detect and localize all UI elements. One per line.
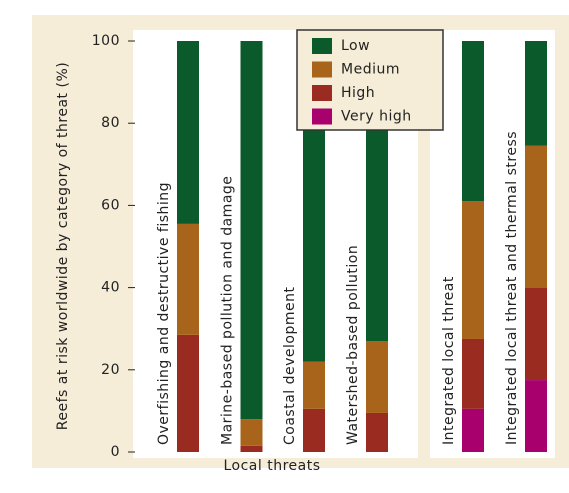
category-label: Marine-based pollution and damage xyxy=(220,176,236,445)
bar-segment xyxy=(525,287,547,381)
bar-segment xyxy=(462,408,484,452)
y-tick-label: 20 xyxy=(101,362,120,378)
y-tick-label: 80 xyxy=(101,115,120,131)
bar-segment xyxy=(525,145,547,288)
bar-segment xyxy=(366,341,388,413)
legend-swatch xyxy=(312,108,332,125)
bar-segment xyxy=(525,41,547,146)
bar-segment xyxy=(177,334,199,452)
category-label: Integrated local threat and thermal stre… xyxy=(504,131,520,445)
category-label: Integrated local threat xyxy=(441,276,457,445)
bar-segment xyxy=(177,223,199,335)
bar-segment xyxy=(240,445,263,452)
bar-segment xyxy=(366,412,388,452)
y-axis-title: Reefs at risk worldwide by category of t… xyxy=(55,62,71,430)
x-axis-title: Local threats xyxy=(223,458,320,474)
legend-label: Medium xyxy=(341,62,400,78)
legend-swatch xyxy=(312,61,332,78)
y-tick-label: 100 xyxy=(92,33,120,49)
bar-segment xyxy=(525,380,547,452)
bar-segment xyxy=(303,408,325,452)
legend-label: Very high xyxy=(341,109,412,125)
bar-segment xyxy=(240,41,263,420)
y-tick-label: 60 xyxy=(101,197,120,213)
bar-segment xyxy=(240,419,263,446)
bar-segment xyxy=(462,41,484,202)
category-label: Coastal development xyxy=(282,287,298,445)
legend-label: High xyxy=(341,85,375,101)
bar-segment xyxy=(462,338,484,409)
bar-segment xyxy=(177,41,199,224)
legend-label: Low xyxy=(341,38,370,54)
bar-segment xyxy=(462,201,484,339)
y-tick-label: 40 xyxy=(101,280,120,296)
category-label: Overfishing and destructive fishing xyxy=(156,182,172,445)
legend-swatch xyxy=(312,85,332,101)
bar-segment xyxy=(303,361,325,409)
y-tick-label: 0 xyxy=(111,444,120,460)
category-label: Watershed-based pollution xyxy=(345,245,361,445)
legend-swatch xyxy=(312,38,332,54)
